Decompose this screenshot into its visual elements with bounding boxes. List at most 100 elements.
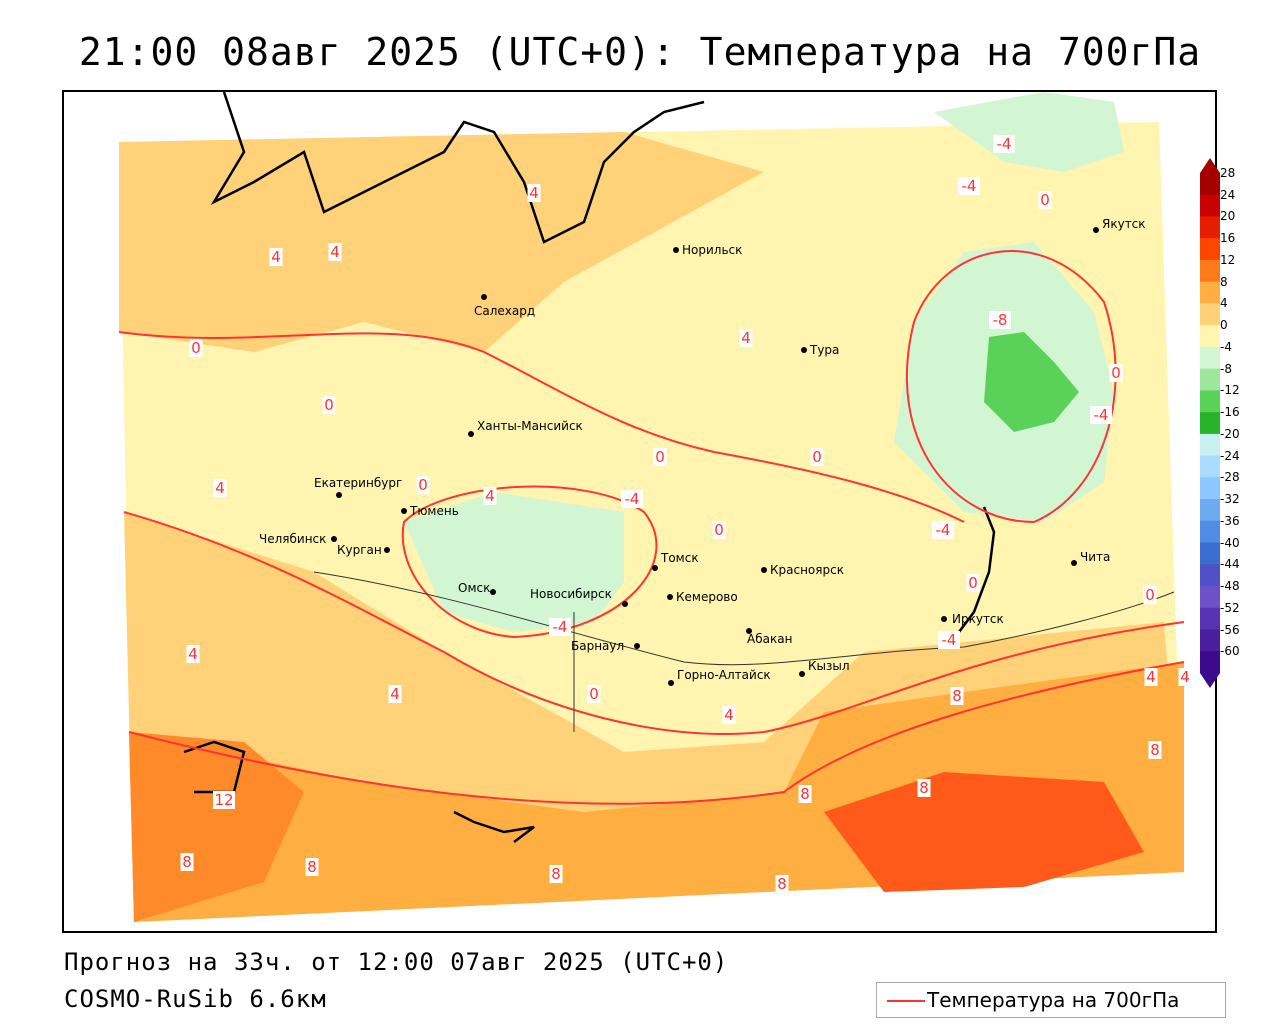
contour-label: 0 [812, 448, 822, 466]
city-marker [481, 294, 487, 300]
city-marker [1071, 560, 1077, 566]
contour-label-bg [527, 184, 541, 202]
contour-label-bg [322, 396, 336, 414]
lake-balkhash [453, 810, 535, 843]
colorbar-segment [1200, 303, 1220, 326]
contour-label: 12 [214, 791, 233, 809]
colorbar-segment [1200, 390, 1220, 413]
colorbar-segment [1200, 281, 1220, 304]
contour-label: -4 [942, 631, 957, 649]
model-info: COSMO-RuSib 6.6км [64, 985, 327, 1013]
contour-label: 0 [1040, 191, 1050, 209]
forecast-info: Прогноз на 33ч. от 12:00 07авг 2025 (UTC… [64, 948, 729, 976]
colorbar-tick-label: 24 [1220, 187, 1236, 202]
contour-label-bg [1143, 586, 1157, 604]
colorbar-segment [1200, 368, 1220, 391]
cities-layer: Норильск Якутск Салехард Тура Ханты-Мансийск… [259, 217, 1146, 686]
contour-label-bg [938, 631, 960, 649]
city-marker [634, 643, 640, 649]
contour-label: 8 [800, 785, 810, 803]
city-label: Челябинск [259, 532, 326, 546]
city-marker [652, 565, 658, 571]
contour-label: 0 [968, 574, 978, 592]
colorbar-segment [1200, 564, 1220, 587]
isotherms [118, 250, 1185, 805]
contour-label-bg [549, 618, 571, 636]
contour-label: 0 [1145, 586, 1155, 604]
contour-label: 4 [529, 184, 539, 202]
city-label: Иркутск [952, 612, 1004, 626]
contour-label-bg [416, 476, 430, 494]
colorbar-tick-label: -4 [1220, 339, 1232, 354]
colorbar-tick-label: 16 [1220, 231, 1236, 246]
city-label: Салехард [474, 304, 535, 318]
colorbar-tick-label: -36 [1220, 513, 1240, 528]
city-marker [799, 671, 805, 677]
city-label: Ханты-Мансийск [477, 419, 583, 433]
coastline [210, 92, 705, 244]
contour-label-bg [269, 248, 283, 266]
city-marker [761, 567, 767, 573]
city-marker [1093, 227, 1099, 233]
contour-label: 8 [952, 687, 962, 705]
city-label: Омск [458, 581, 490, 595]
contour-label: -4 [625, 490, 640, 508]
colorbar-tick-label: 28 [1220, 166, 1236, 180]
contour-label-bg [1178, 668, 1192, 686]
colorbar-tick-label: -20 [1220, 426, 1240, 441]
contour-label: 8 [777, 875, 787, 893]
contour-label-bg [989, 311, 1011, 329]
colorbar-tick-label: 4 [1220, 296, 1228, 311]
city-label: Тюмень [409, 504, 459, 518]
contour-label: 0 [418, 476, 428, 494]
temp-band-8-sw [129, 732, 304, 922]
city-marker [673, 247, 679, 253]
contour-label-bg [775, 875, 789, 893]
temp-band-minus4-north [934, 92, 1124, 172]
city-label: Новосибирск [530, 587, 612, 601]
city-label: Томск [660, 551, 699, 565]
contour-label-bg [798, 785, 812, 803]
contour-label: 0 [1111, 364, 1121, 382]
city-label: Норильск [682, 243, 742, 257]
legend-box: Температура на 700гПа [876, 982, 1226, 1018]
temperature-map[interactable]: Норильск Якутск Салехард Тура Ханты-Мансийск… [62, 90, 1217, 933]
colorbar-segment [1200, 194, 1220, 217]
lake-baikal [958, 506, 996, 633]
contour-label-bg [810, 448, 824, 466]
contour-label: -4 [1094, 406, 1109, 424]
contour-label: -4 [962, 177, 977, 195]
colorbar-tick-label: 8 [1220, 274, 1228, 289]
contour-label-bg [621, 490, 643, 508]
contour-labels-layer: -4 -4 0 4 4 4 0 4 0 4 0 4 -8 0 -4 -4 0 0 -4 0 0 -4 4 4 0 4 -4 0 4 8 8 8… [180, 135, 1192, 893]
color-scale-bar [1200, 158, 1220, 688]
city-label: Курган [337, 543, 382, 557]
contour-label-bg [950, 687, 964, 705]
contour-label: 8 [307, 858, 317, 876]
contour-label: -4 [997, 135, 1012, 153]
colorbar-segment [1200, 433, 1220, 457]
colorbar-top-arrow [1200, 158, 1220, 173]
colorbar-tick-label: -52 [1220, 600, 1240, 615]
colorbar-segment [1200, 520, 1220, 544]
colorbar-tick-label: -24 [1220, 448, 1240, 463]
colorbar-segment [1200, 629, 1220, 652]
city-marker [401, 508, 407, 514]
city-marker [941, 616, 947, 622]
colorbar-segment [1200, 238, 1220, 261]
city-label: Якутск [1102, 217, 1146, 231]
city-marker [801, 347, 807, 353]
contour-label: 4 [390, 685, 400, 703]
colorbar-segment [1200, 477, 1220, 500]
city-marker [668, 680, 674, 686]
contour-label: 0 [655, 448, 665, 466]
colorbar-tick-label: -16 [1220, 405, 1240, 420]
colorbar-segment [1200, 455, 1220, 478]
city-label: Горно-Алтайск [677, 668, 771, 682]
contour-label: 4 [485, 487, 495, 505]
legend-line-swatch [887, 1000, 925, 1002]
contour-label-bg [483, 487, 497, 505]
contour-label-bg [1109, 364, 1123, 382]
city-label: Абакан [747, 632, 792, 646]
contour-label-bg [1148, 741, 1162, 759]
